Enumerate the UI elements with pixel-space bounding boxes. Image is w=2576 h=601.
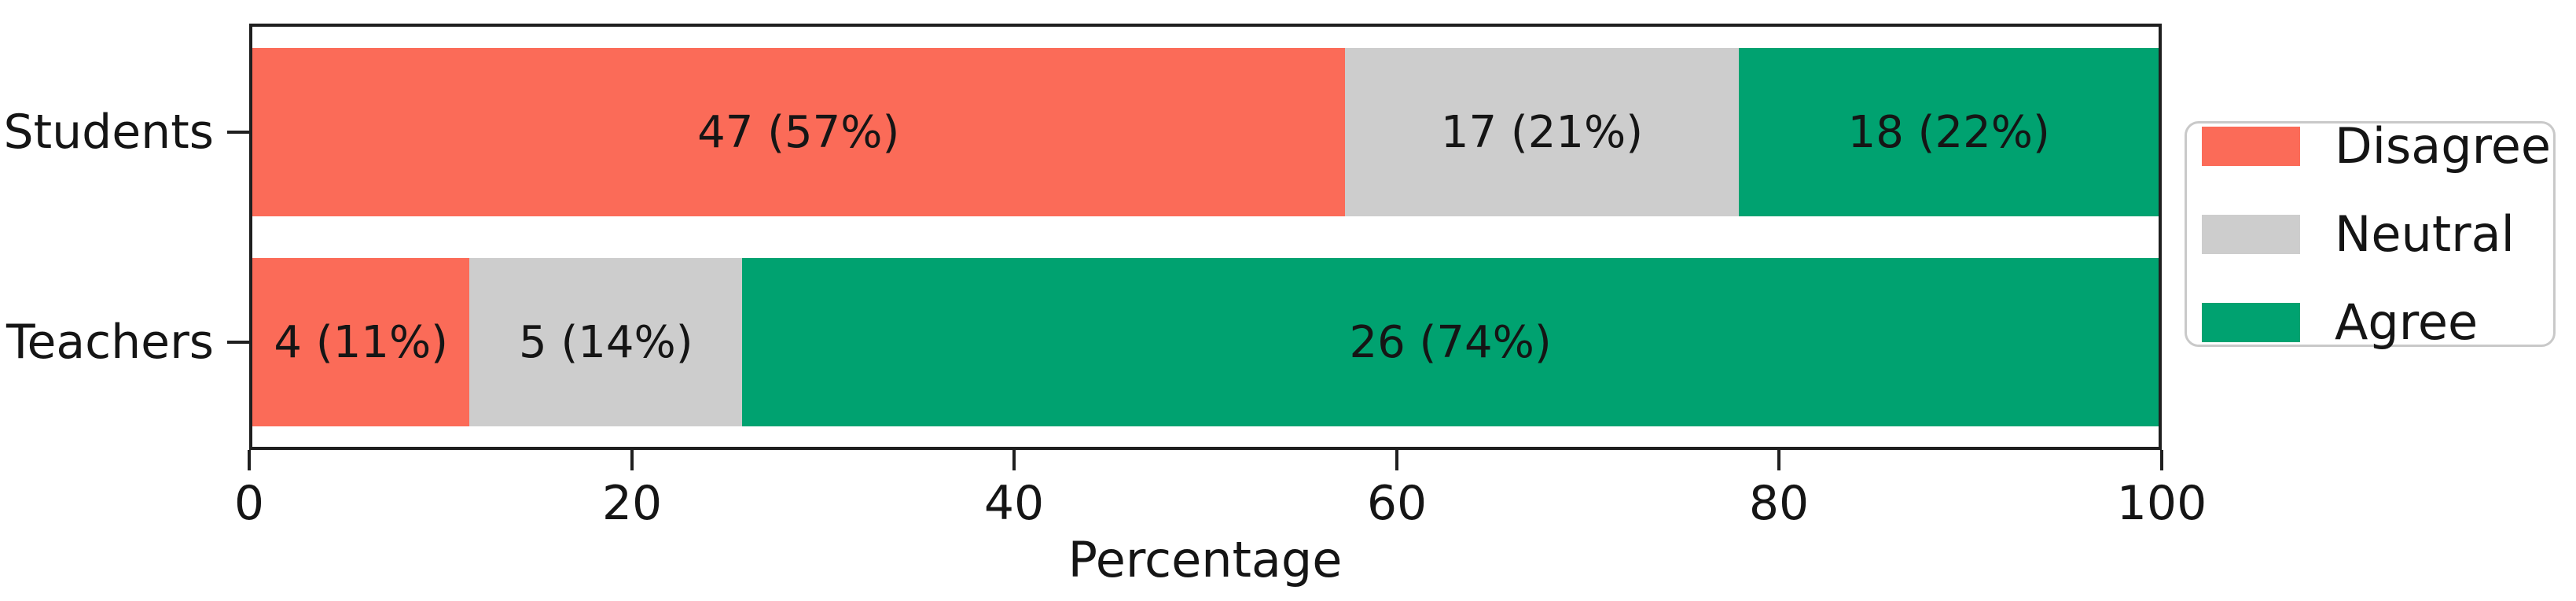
bar-value-label: 5 (14%): [519, 316, 693, 368]
y-tick-mark: [227, 131, 249, 134]
x-tick-label-0: 0: [233, 476, 265, 531]
legend-label-neutral: Neutral: [2335, 205, 2515, 263]
x-tick-mark: [1777, 450, 1780, 470]
y-tick-mark: [227, 341, 249, 344]
x-tick-label-40: 40: [983, 476, 1045, 531]
legend-label-disagree: Disagree: [2335, 117, 2552, 175]
bar-row-teachers: 4 (11%) 5 (14%) 26 (74%): [252, 258, 2159, 426]
x-tick-mark: [2160, 450, 2163, 470]
bar-segment-teachers-disagree: 4 (11%): [252, 258, 470, 426]
bar-value-label: 26 (74%): [1349, 316, 1552, 368]
bar-segment-students-neutral: 17 (21%): [1344, 48, 1740, 216]
legend: Disagree Neutral Agree: [2185, 117, 2556, 351]
legend-swatch-neutral: [2202, 214, 2300, 254]
x-tick-mark: [630, 450, 634, 470]
x-tick-mark: [1012, 450, 1016, 470]
bar-value-label: 17 (21%): [1440, 106, 1644, 158]
y-tick-label-students: Students: [3, 105, 214, 160]
legend-item-disagree: Disagree: [2202, 117, 2553, 175]
legend-swatch-agree: [2202, 302, 2300, 342]
y-tick-label-teachers: Teachers: [6, 315, 214, 370]
legend-item-agree: Agree: [2202, 293, 2553, 351]
legend-item-neutral: Neutral: [2202, 205, 2553, 263]
bar-value-label: 47 (57%): [697, 106, 900, 158]
plot-area: 47 (57%) 17 (21%) 18 (22%) 4 (11%) 5 (14%) 26…: [249, 24, 2162, 450]
x-tick-label-80: 80: [1748, 476, 1810, 531]
legend-label-agree: Agree: [2335, 293, 2479, 351]
x-axis-title: Percentage: [1068, 531, 1343, 588]
bar-segment-teachers-neutral: 5 (14%): [469, 258, 743, 426]
bar-segment-students-disagree: 47 (57%): [252, 48, 1345, 216]
legend-swatch-disagree: [2202, 126, 2300, 166]
x-tick-label-60: 60: [1366, 476, 1428, 531]
x-tick-label-20: 20: [601, 476, 663, 531]
bar-row-students: 47 (57%) 17 (21%) 18 (22%): [252, 48, 2159, 216]
bar-value-label: 4 (11%): [274, 316, 449, 368]
x-tick-mark: [1395, 450, 1398, 470]
bar-segment-teachers-agree: 26 (74%): [742, 258, 2159, 426]
x-tick-mark: [248, 450, 251, 470]
x-tick-label-100: 100: [2116, 476, 2207, 531]
bar-value-label: 18 (22%): [1847, 106, 2050, 158]
bar-segment-students-agree: 18 (22%): [1739, 48, 2159, 216]
